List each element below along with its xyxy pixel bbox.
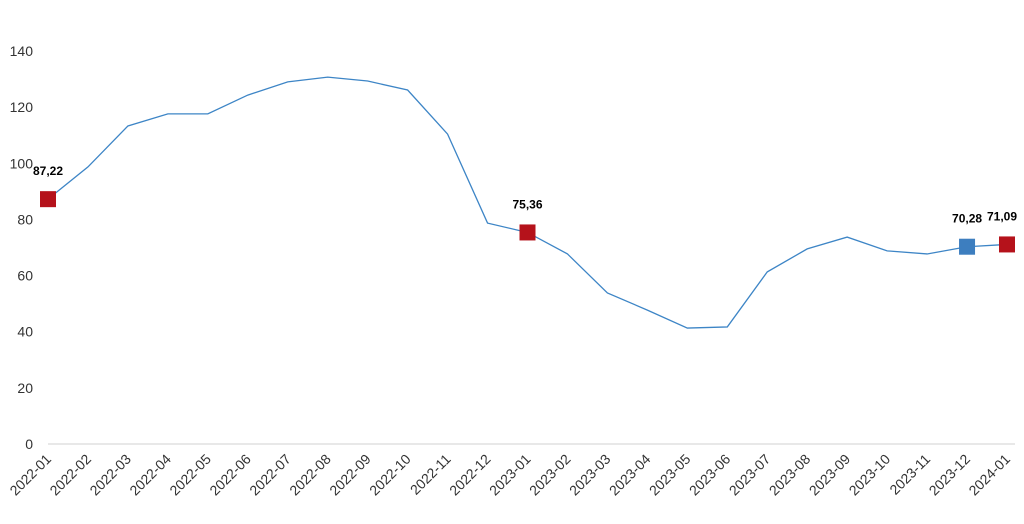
y-tick-label: 0 [25,436,33,452]
data-label: 71,09 [987,209,1017,223]
x-tick-label: 2022-07 [246,451,294,499]
y-tick-label: 120 [10,99,34,115]
x-tick-label: 2022-06 [206,451,254,499]
x-tick-label: 2023-10 [846,451,894,499]
data-label: 75,36 [512,197,542,211]
x-tick-label: 2023-03 [566,451,614,499]
x-tick-label: 2022-02 [46,451,94,499]
y-tick-label: 100 [10,155,34,171]
data-label: 70,28 [952,212,982,226]
x-tick-label: 2023-05 [646,451,694,499]
y-tick-label: 20 [17,380,33,396]
x-tick-label: 2023-07 [726,451,774,499]
x-tick-label: 2023-08 [766,451,814,499]
x-tick-label: 2024-01 [965,451,1013,499]
x-tick-label: 2023-01 [486,451,534,499]
x-tick-label: 2022-09 [326,451,374,499]
x-tick-label: 2023-09 [806,451,854,499]
x-tick-label: 2022-05 [166,451,214,499]
x-tick-label: 2023-06 [686,451,734,499]
x-tick-label: 2022-04 [126,451,174,499]
marker [959,238,976,255]
x-tick-label: 2022-12 [446,451,494,499]
y-tick-label: 80 [17,211,33,227]
marker [519,224,536,241]
marker [999,236,1015,253]
x-tick-label: 2023-12 [926,451,974,499]
y-tick-label: 140 [10,43,34,59]
marker [40,191,56,208]
x-tick-label: 2023-04 [606,451,654,499]
y-tick-label: 60 [17,268,33,284]
y-tick-label: 40 [17,324,33,340]
x-tick-label: 2022-03 [86,451,134,499]
x-tick-label: 2022-08 [286,451,334,499]
x-tick-label: 2023-11 [886,451,933,498]
x-tick-label: 2022-10 [366,451,414,499]
x-tick-label: 2023-02 [526,451,574,499]
x-tick-label: 2022-11 [407,451,454,498]
data-label: 87,22 [33,164,63,178]
x-tick-label: 2022-01 [6,451,54,499]
